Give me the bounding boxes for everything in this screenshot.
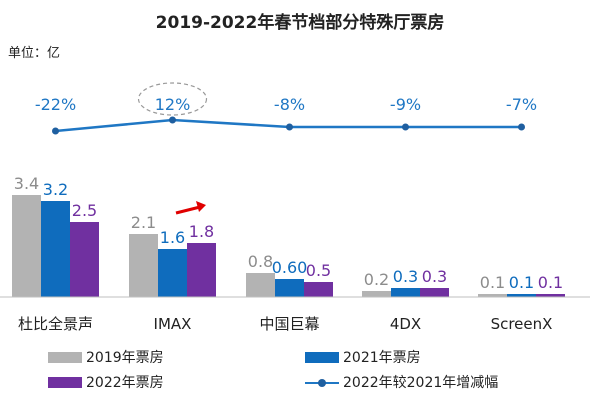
bar-value-label: 0.60	[272, 258, 308, 277]
category-label: ScreenX	[491, 315, 553, 333]
bar-4DX-s2	[420, 288, 449, 297]
bar-value-label: 2.5	[72, 201, 97, 220]
legend-item-line: 2022年较2021年增减幅	[305, 372, 498, 392]
change-label: 12%	[155, 95, 191, 114]
category-label: 4DX	[390, 315, 421, 333]
bar-value-label: 2.1	[131, 213, 156, 232]
bar-value-label: 0.1	[509, 273, 534, 292]
bar-中国巨幕-s2	[304, 282, 333, 297]
highlight-arrow-head	[196, 201, 206, 212]
bar-value-label: 0.1	[480, 273, 505, 292]
bar-value-label: 1.6	[160, 228, 185, 247]
bar-value-label: 0.2	[364, 270, 389, 289]
legend-item-2019: 2019年票房	[48, 347, 164, 367]
bar-中国巨幕-s0	[246, 273, 275, 297]
change-point	[402, 123, 409, 131]
change-label: -22%	[35, 95, 76, 114]
category-label: IMAX	[154, 315, 192, 333]
change-label: -8%	[274, 95, 305, 114]
bar-value-label: 3.2	[43, 180, 68, 199]
bar-value-label: 0.3	[422, 267, 447, 286]
legend-label-2019: 2019年票房	[86, 350, 164, 366]
highlight-arrow	[175, 205, 201, 215]
legend-swatch-line	[305, 377, 339, 388]
change-point	[286, 123, 293, 131]
bar-value-label: 0.1	[538, 273, 563, 292]
legend-item-2022: 2022年票房	[48, 372, 164, 392]
bar-杜比全景声-s2	[70, 222, 99, 297]
bar-中国巨幕-s1	[275, 279, 304, 297]
legend-swatch-2022	[48, 376, 82, 388]
bar-IMAX-s0	[129, 234, 158, 297]
highlight-ellipse	[137, 82, 208, 116]
bar-杜比全景声-s1	[41, 201, 70, 297]
change-point	[518, 123, 525, 131]
category-label: 杜比全景声	[18, 315, 93, 333]
change-label: -7%	[506, 95, 537, 114]
legend-label-line: 2022年较2021年增减幅	[343, 375, 499, 391]
legend-label-2021: 2021年票房	[343, 350, 421, 366]
change-point	[169, 116, 176, 124]
legend-label-2022: 2022年票房	[86, 375, 164, 391]
bar-value-label: 0.5	[306, 261, 331, 280]
legend-swatch-2021	[305, 351, 339, 363]
bar-IMAX-s1	[158, 249, 187, 297]
category-label: 中国巨幕	[259, 315, 319, 333]
bar-4DX-s1	[391, 288, 420, 297]
unit-label: 单位：亿	[8, 46, 61, 61]
bar-value-label: 0.8	[248, 252, 273, 271]
bar-ScreenX-s2	[536, 294, 565, 297]
bar-ScreenX-s1	[507, 294, 536, 297]
legend-item-2021: 2021年票房	[305, 347, 421, 367]
bar-value-label: 3.4	[14, 174, 39, 193]
chart-title: 2019-2022年春节档部分特殊厅票房	[155, 13, 445, 33]
bar-ScreenX-s0	[478, 294, 507, 297]
change-label: -9%	[390, 95, 421, 114]
bar-IMAX-s2	[187, 243, 216, 297]
bar-value-label: 1.8	[189, 222, 214, 241]
legend-swatch-2019	[48, 351, 82, 363]
bar-value-label: 0.3	[393, 267, 418, 286]
change-point	[52, 127, 59, 135]
bar-杜比全景声-s0	[12, 195, 41, 297]
bar-4DX-s0	[362, 291, 391, 297]
